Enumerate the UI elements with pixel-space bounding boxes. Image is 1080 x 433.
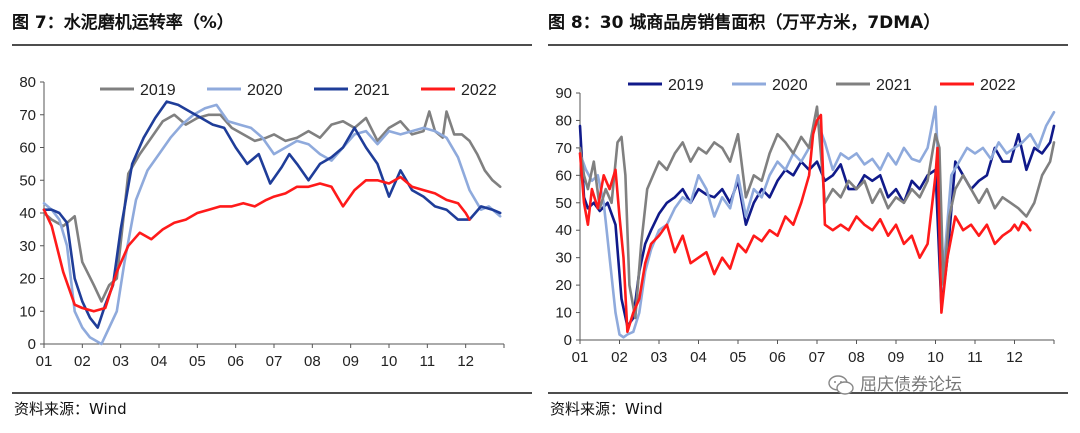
y-tick-label: 80 xyxy=(555,112,572,129)
legend-label: 2020 xyxy=(247,82,283,99)
series-line-2022 xyxy=(42,175,471,313)
x-tick-label: 03 xyxy=(112,353,129,370)
chart-title: 图 8：30 城商品房销售面积（万平方米，7DMA） xyxy=(548,13,941,33)
y-tick-label: 50 xyxy=(19,172,36,189)
x-tick-label: 02 xyxy=(74,353,91,370)
title-divider xyxy=(12,44,532,46)
source-divider xyxy=(12,392,532,394)
figure-7-panel: 图 7：水泥磨机运转率（%） 0 10 20 30 40 50 60 70 80 01 02 03 04… xyxy=(12,0,532,433)
source-note: 资料来源：Wind xyxy=(550,400,663,418)
watermark: 屈庆债券论坛 xyxy=(828,370,962,395)
legend-label: 2022 xyxy=(980,77,1016,94)
x-tick-label: 01 xyxy=(572,349,589,366)
y-tick-label: 20 xyxy=(555,277,572,294)
y-tick-label: 20 xyxy=(19,271,36,288)
series-line-2021 xyxy=(42,100,502,329)
legend-label: 2021 xyxy=(876,77,912,94)
series-line-2022 xyxy=(578,113,1032,334)
legend-label: 2019 xyxy=(668,77,704,94)
x-tick-label: 11 xyxy=(420,353,436,370)
y-tick-label: 50 xyxy=(555,195,572,212)
y-tick-label: 70 xyxy=(19,107,36,124)
legend-label: 2020 xyxy=(772,77,808,94)
y-tick-label: 0 xyxy=(28,336,36,353)
x-tick-label: 07 xyxy=(266,353,283,370)
wechat-icon xyxy=(828,375,854,395)
x-tick-label: 05 xyxy=(189,353,206,370)
title-divider xyxy=(548,44,1068,46)
x-tick-label: 01 xyxy=(36,353,53,370)
x-tick-label: 09 xyxy=(342,353,359,370)
x-tick-label: 03 xyxy=(651,349,668,366)
x-tick-label: 02 xyxy=(611,349,628,366)
x-tick-label: 08 xyxy=(304,353,321,370)
y-tick-label: 30 xyxy=(555,250,572,267)
legend-label: 2021 xyxy=(354,82,390,99)
y-tick-label: 70 xyxy=(555,140,572,157)
series-line-2020 xyxy=(578,105,1056,339)
chart-mill-operating-rate: 0 10 20 30 40 50 60 70 80 01 02 03 04 05 06 07 08 09 10 11 1… xyxy=(19,74,505,370)
x-tick-label: 11 xyxy=(967,349,983,366)
y-tick-label: 0 xyxy=(564,332,572,349)
y-tick-label: 60 xyxy=(19,140,36,157)
series-line-2021 xyxy=(578,105,1056,320)
x-tick-label: 12 xyxy=(457,353,474,370)
x-tick-label: 10 xyxy=(381,353,398,370)
source-divider xyxy=(548,392,1068,394)
chart-housing-sales-area: 0 10 20 30 40 50 60 70 80 90 01 02 03 04 05 06 07 08 09 10 1… xyxy=(555,77,1056,366)
source-note: 资料来源：Wind xyxy=(14,400,127,418)
series-line-2019 xyxy=(578,124,1056,328)
x-tick-label: 05 xyxy=(730,349,747,366)
figure-8-panel: 图 8：30 城商品房销售面积（万平方米，7DMA） 0 10 20 30 40 50 60… xyxy=(548,0,1068,433)
y-tick-label: 10 xyxy=(555,305,572,322)
y-tick-label: 10 xyxy=(19,303,36,320)
y-tick-label: 80 xyxy=(19,74,36,91)
chart-title: 图 7：水泥磨机运转率（%） xyxy=(12,13,234,33)
y-tick-label: 30 xyxy=(19,238,36,255)
x-tick-label: 04 xyxy=(151,353,168,370)
x-tick-label: 06 xyxy=(769,349,786,366)
watermark-text: 屈庆债券论坛 xyxy=(860,375,962,395)
y-tick-label: 60 xyxy=(555,167,572,184)
x-tick-label: 10 xyxy=(927,349,944,366)
x-tick-label: 06 xyxy=(227,353,244,370)
x-tick-label: 08 xyxy=(848,349,865,366)
series-line-2020 xyxy=(42,103,502,346)
x-tick-label: 04 xyxy=(690,349,707,366)
series-line-2019 xyxy=(42,110,502,303)
y-tick-label: 40 xyxy=(19,205,36,222)
legend-label: 2019 xyxy=(140,82,176,99)
x-tick-label: 12 xyxy=(1006,349,1023,366)
x-tick-label: 09 xyxy=(888,349,905,366)
legend-label: 2022 xyxy=(461,82,497,99)
y-tick-label: 40 xyxy=(555,222,572,239)
y-tick-label: 90 xyxy=(555,85,572,102)
x-tick-label: 07 xyxy=(809,349,826,366)
